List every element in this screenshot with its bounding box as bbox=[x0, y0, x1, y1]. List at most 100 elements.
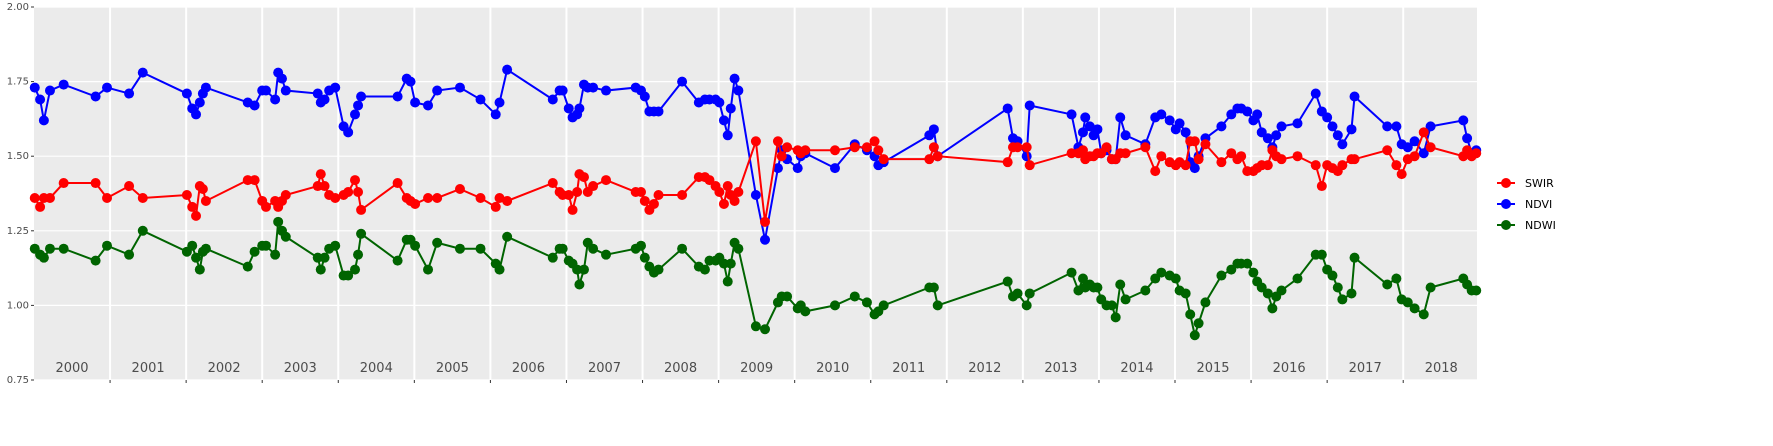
point bbox=[722, 181, 733, 192]
point bbox=[924, 154, 935, 165]
point bbox=[1462, 133, 1473, 144]
point bbox=[423, 100, 434, 111]
point bbox=[861, 142, 872, 153]
point bbox=[102, 82, 113, 93]
point bbox=[1346, 288, 1357, 299]
point bbox=[273, 216, 284, 227]
point bbox=[572, 264, 583, 275]
point bbox=[878, 300, 889, 311]
legend-point bbox=[1501, 178, 1511, 188]
point bbox=[194, 264, 205, 275]
point bbox=[502, 195, 513, 206]
legend-point bbox=[1501, 199, 1511, 209]
point bbox=[1216, 121, 1227, 132]
point bbox=[475, 192, 486, 203]
point bbox=[1193, 154, 1204, 165]
point bbox=[1458, 115, 1469, 126]
point bbox=[1349, 252, 1360, 263]
point bbox=[423, 264, 434, 275]
point bbox=[648, 198, 659, 209]
point bbox=[124, 249, 135, 260]
point bbox=[578, 264, 589, 275]
point bbox=[1120, 294, 1131, 305]
point bbox=[270, 94, 281, 105]
point bbox=[312, 252, 323, 263]
point bbox=[760, 324, 771, 335]
point bbox=[249, 100, 260, 111]
year-label: 2018 bbox=[1425, 361, 1458, 376]
point bbox=[1216, 157, 1227, 168]
y-tick-label: 1.25 bbox=[7, 226, 29, 237]
point bbox=[869, 136, 880, 147]
point bbox=[1327, 121, 1338, 132]
point bbox=[928, 124, 939, 135]
point bbox=[1471, 148, 1482, 159]
point bbox=[319, 181, 330, 192]
point bbox=[1115, 279, 1126, 290]
point bbox=[653, 106, 664, 117]
point bbox=[1185, 309, 1196, 320]
point bbox=[1310, 160, 1321, 171]
point bbox=[137, 67, 148, 78]
point bbox=[343, 127, 354, 138]
point bbox=[1156, 151, 1167, 162]
point bbox=[772, 136, 783, 147]
point bbox=[200, 82, 211, 93]
point bbox=[312, 88, 323, 99]
point bbox=[353, 249, 364, 260]
point bbox=[343, 187, 354, 198]
point bbox=[714, 187, 725, 198]
point bbox=[1080, 112, 1091, 123]
point bbox=[124, 181, 135, 192]
point bbox=[1267, 303, 1278, 314]
point bbox=[1409, 303, 1420, 314]
point bbox=[1337, 160, 1348, 171]
point bbox=[410, 97, 421, 108]
point bbox=[1276, 121, 1287, 132]
year-label: 2001 bbox=[132, 361, 165, 376]
point bbox=[194, 97, 205, 108]
point bbox=[750, 136, 761, 147]
point bbox=[714, 97, 725, 108]
point bbox=[1310, 88, 1321, 99]
point bbox=[356, 91, 367, 102]
point bbox=[782, 291, 793, 302]
point bbox=[1425, 282, 1436, 293]
point bbox=[44, 192, 55, 203]
point bbox=[191, 210, 202, 221]
point bbox=[547, 252, 558, 263]
point bbox=[722, 130, 733, 141]
point bbox=[750, 189, 761, 200]
point bbox=[200, 243, 211, 254]
point bbox=[567, 204, 578, 215]
point bbox=[800, 306, 811, 317]
point bbox=[733, 243, 744, 254]
point bbox=[1216, 270, 1227, 281]
point bbox=[1012, 288, 1023, 299]
point bbox=[261, 201, 272, 212]
point bbox=[572, 187, 583, 198]
point bbox=[760, 234, 771, 245]
point bbox=[392, 178, 403, 189]
point bbox=[405, 76, 416, 87]
point bbox=[356, 204, 367, 215]
year-label: 2017 bbox=[1349, 361, 1382, 376]
point bbox=[1024, 100, 1035, 111]
point bbox=[1193, 318, 1204, 329]
point bbox=[1170, 273, 1181, 284]
point bbox=[454, 243, 465, 254]
point bbox=[1092, 282, 1103, 293]
point bbox=[350, 109, 361, 120]
point bbox=[639, 91, 650, 102]
point bbox=[677, 76, 688, 87]
point bbox=[44, 85, 55, 96]
point bbox=[1077, 127, 1088, 138]
point bbox=[181, 189, 192, 200]
point bbox=[588, 181, 599, 192]
point bbox=[873, 145, 884, 156]
point bbox=[547, 178, 558, 189]
point bbox=[330, 240, 341, 251]
year-label: 2007 bbox=[588, 361, 621, 376]
point bbox=[932, 151, 943, 162]
year-label: 2009 bbox=[740, 361, 773, 376]
